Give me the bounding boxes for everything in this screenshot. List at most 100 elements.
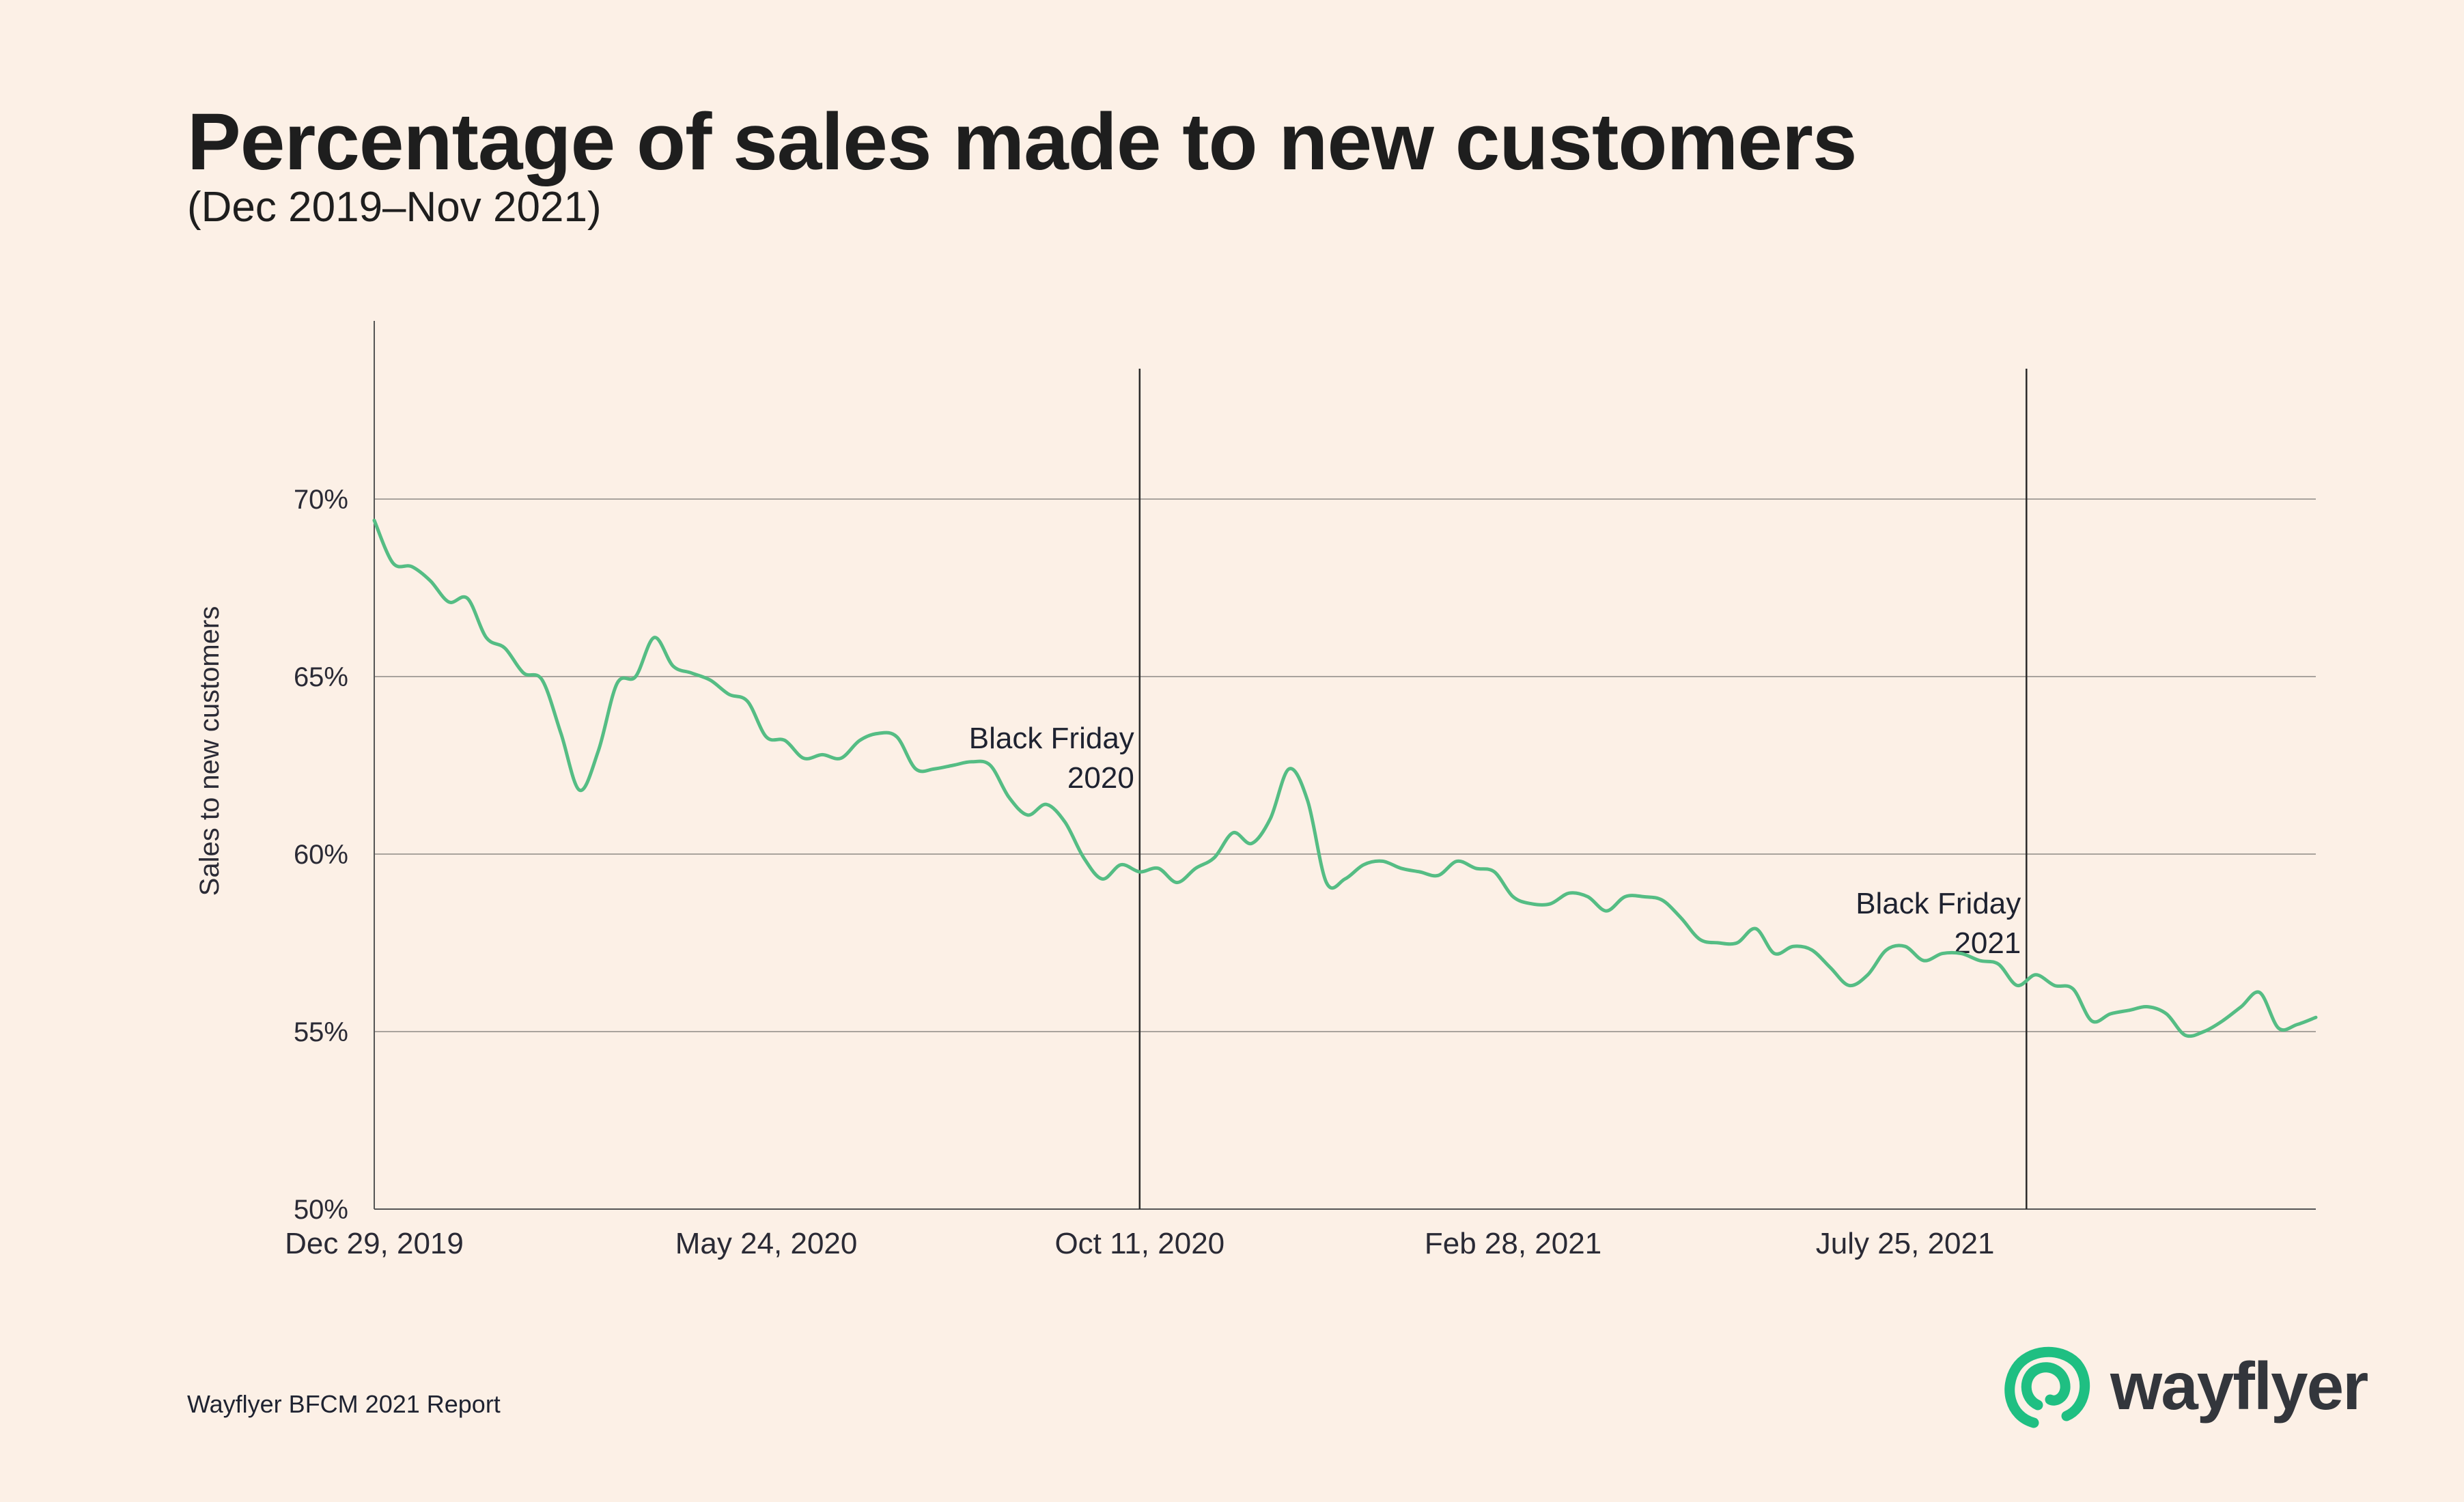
data-point [1119,863,1123,867]
data-point [1194,866,1198,870]
data-point [1772,952,1776,956]
data-point [1586,894,1590,898]
data-point [1044,802,1048,806]
data-point [1212,855,1216,860]
data-point [1716,941,1720,945]
data-point [2258,991,2262,995]
data-point [1698,937,1702,941]
data-point [988,763,992,767]
data-point [1866,973,1870,977]
data-point [1082,855,1086,860]
data-point [466,597,470,601]
data-point [708,678,712,682]
wayflyer-logo-icon [2004,1346,2090,1428]
data-point [1268,817,1272,821]
data-point [1026,813,1030,817]
data-point [2146,1005,2150,1009]
data-point [1324,881,1328,885]
data-point [1306,799,1310,803]
data-point [1754,926,1758,931]
data-point [1884,948,1888,952]
y-tick-label: 65% [294,662,348,692]
data-point [484,636,488,640]
data-point [839,756,843,761]
x-tick-label: May 24, 2020 [675,1227,858,1260]
data-point [428,579,432,583]
data-point [1007,795,1011,799]
data-point [1138,870,1142,874]
chart-subtitle: (Dec 2019–Nov 2021) [187,184,602,231]
data-point [1642,894,1646,898]
data-point [1399,866,1403,870]
chart-title: Percentage of sales made to new customer… [187,97,1857,187]
data-point [578,788,582,792]
data-point [746,699,750,703]
data-point [1996,962,2000,966]
axes [374,321,2316,1210]
black-friday-annotation: Black Friday [1856,887,2021,920]
data-point [1735,941,1739,945]
x-tick-label: Oct 11, 2020 [1054,1227,1224,1260]
data-point [1511,894,1515,898]
x-tick-label: July 25, 2021 [1816,1227,1995,1260]
data-point [1343,877,1347,881]
y-tick-label: 50% [294,1195,348,1225]
data-point [1455,859,1459,863]
data-point [1156,866,1160,870]
black-friday-annotation: Black Friday [969,722,1134,755]
data-point [1847,983,1851,987]
brand-logo: wayflyer [1998,1340,2368,1432]
tick-labels: 50% 55% 60% 65% 70% Sales to new customers Dec… [195,485,1994,1260]
data-point [1530,902,1534,906]
data-point [2090,1019,2094,1023]
source-note: Wayflyer BFCM 2021 Report [187,1390,501,1418]
data-point [2314,1015,2318,1019]
data-point [2052,983,2056,987]
data-point [764,735,768,739]
data-point [951,763,955,767]
y-axis-title: Sales to new customers [195,606,225,896]
data-point [914,767,918,771]
brand-wordmark: wayflyer [2110,1348,2368,1423]
data-point [1100,877,1104,881]
x-tick-label: Feb 28, 2021 [1425,1227,1601,1260]
data-point [671,664,675,668]
data-point [1922,959,1926,963]
data-point [1791,944,1795,948]
data-point [2034,973,2038,977]
y-tick-label: 55% [294,1017,348,1047]
data-point [372,518,376,522]
data-point [1679,916,1683,920]
x-tick-label: Dec 29, 2019 [285,1227,464,1260]
data-point [1604,909,1608,913]
data-point [2071,987,2075,991]
series-layer [372,518,2318,1038]
data-point [2164,1012,2168,1016]
data-point [2015,983,2019,987]
black-friday-annotation: 2020 [1067,761,1134,795]
data-point [1978,959,1982,963]
data-point [1231,831,1235,835]
data-point [2295,1023,2299,1027]
data-point [876,731,880,735]
data-point [2239,1005,2243,1009]
data-point [652,636,656,640]
data-point [1828,965,1832,969]
data-point [634,675,638,679]
data-point [1623,894,1627,898]
data-point [1492,870,1496,874]
data-point [615,681,619,685]
series-line-new-customers [372,518,2318,1038]
data-point [522,671,526,675]
data-point [1959,952,1963,956]
data-point [932,767,936,771]
data-point [559,731,563,735]
data-point [503,646,507,650]
data-point [1660,898,1664,903]
data-point [1418,870,1422,874]
data-point [895,735,899,739]
data-point [540,678,544,682]
data-point [1362,863,1366,867]
